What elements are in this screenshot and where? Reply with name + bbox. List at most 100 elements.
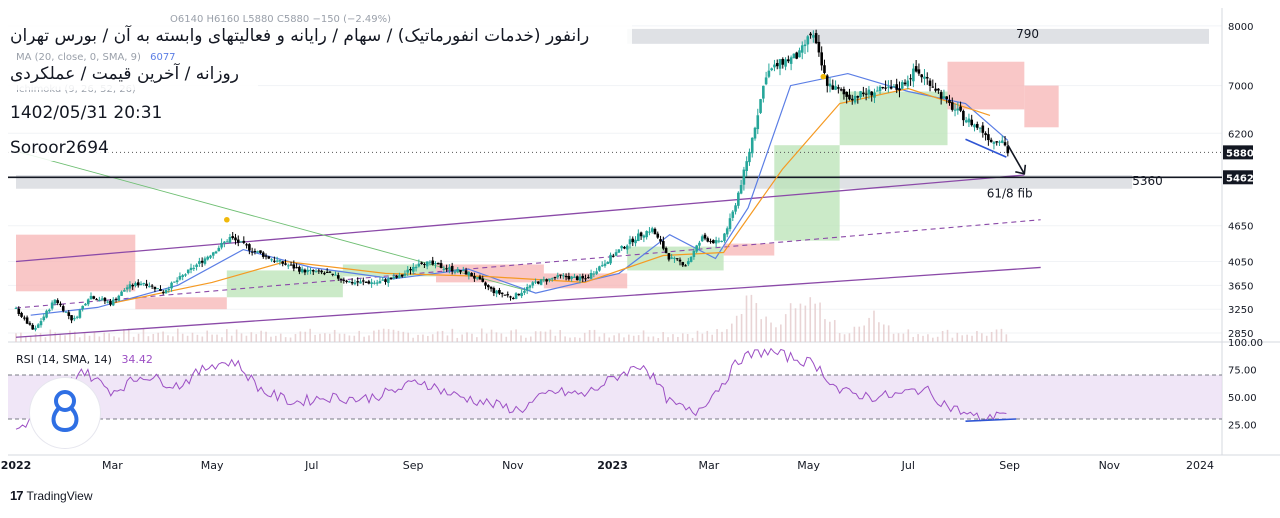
volume-bar	[711, 334, 713, 342]
volume-bar	[887, 325, 890, 342]
candle-body	[981, 125, 985, 133]
volume-bar	[294, 334, 297, 342]
candle-body	[284, 263, 287, 265]
candle-body	[745, 161, 748, 171]
volume-bar	[770, 322, 772, 342]
volume-bar	[628, 334, 630, 342]
candle-body	[228, 237, 232, 243]
volume-bar	[833, 320, 836, 342]
candle-body	[345, 280, 348, 282]
candle-body	[242, 240, 246, 243]
candle-body	[659, 239, 662, 242]
candle-body	[620, 245, 623, 249]
chart-subtitle: روزانه / آخرین قیمت / عملکردی	[10, 64, 239, 84]
volume-bar	[515, 329, 517, 342]
candle-body	[570, 276, 573, 279]
volume-bar	[574, 337, 576, 342]
volume-bar	[216, 334, 218, 342]
candle-body	[742, 169, 746, 185]
volume-bar	[54, 332, 57, 342]
candle-body	[248, 244, 251, 251]
volume-bars	[15, 294, 1008, 342]
candle-body	[250, 251, 254, 253]
candle-body	[962, 110, 965, 121]
target-arrow-head	[1015, 164, 1027, 175]
candle-body	[200, 260, 204, 263]
volume-bar	[981, 333, 983, 342]
candle-body	[181, 275, 184, 277]
time-tick-label: Jul	[901, 459, 915, 472]
tradingview-logo-icon: 17	[10, 488, 24, 503]
candle-body	[839, 89, 843, 91]
candle-body	[875, 90, 879, 92]
volume-bar	[618, 333, 620, 342]
volume-bar	[441, 330, 444, 342]
volume-bar	[598, 336, 601, 342]
candle-body	[789, 57, 793, 64]
candle-body	[139, 283, 143, 286]
candle-body	[159, 288, 162, 291]
candle-body	[973, 124, 976, 128]
candle-body	[406, 269, 410, 273]
candle-body	[286, 265, 290, 267]
candle-body	[945, 96, 949, 99]
candle-body	[464, 270, 468, 275]
time-tick-label: 2023	[597, 459, 628, 472]
marked-price-badge-bg	[1223, 170, 1253, 185]
volume-bar	[647, 336, 650, 342]
candle-body	[475, 277, 479, 279]
candle-body	[609, 254, 612, 264]
volume-bar	[15, 333, 17, 342]
candle-body	[311, 270, 315, 272]
candle-body	[273, 260, 276, 262]
volume-bar	[534, 331, 537, 342]
candle-body	[925, 77, 929, 79]
candle-body	[109, 300, 112, 305]
volume-bar	[98, 336, 101, 342]
candle-body	[892, 86, 896, 88]
candle-body	[25, 317, 29, 324]
volume-bar	[843, 334, 846, 342]
price-tick-label: 3250	[1228, 305, 1253, 316]
candle-body	[859, 91, 862, 98]
candle-body	[734, 205, 737, 212]
volume-bar	[559, 330, 562, 342]
volume-bar	[127, 328, 130, 342]
candle-body	[520, 292, 523, 297]
candle-body	[61, 306, 65, 311]
rsi-band	[8, 375, 1222, 419]
time-tick-label: Nov	[1099, 459, 1121, 472]
candle-body	[578, 276, 582, 281]
datetime-backdrop	[8, 101, 168, 129]
moving-average-line	[112, 87, 991, 304]
tradingview-logo[interactable]: 17 TradingView	[10, 488, 93, 503]
volume-bar	[436, 331, 439, 342]
candle-body	[528, 285, 532, 288]
volume-bar	[819, 302, 821, 342]
candle-body	[517, 294, 521, 296]
candle-body	[14, 308, 18, 310]
candle-body	[539, 279, 543, 285]
candle-body	[548, 278, 551, 281]
volume-bar	[726, 329, 728, 342]
volume-bar	[672, 334, 674, 342]
volume-bar	[990, 331, 993, 342]
candle-body	[106, 301, 109, 303]
volume-bar	[765, 316, 767, 342]
candle-body	[259, 250, 262, 253]
rsi-tick-label: 25.00	[1228, 421, 1257, 432]
candle-body	[984, 133, 987, 136]
candle-body	[206, 256, 209, 260]
candle-body	[573, 276, 576, 278]
candle-body	[634, 239, 637, 244]
candle-body	[486, 285, 490, 288]
candle-body	[731, 211, 735, 218]
volume-bar	[456, 337, 459, 342]
legend-ohlc: O6140 H6160 L5880 C5880 −150 (−2.49%)	[170, 14, 392, 25]
volume-bar	[662, 332, 664, 342]
volume-bar	[353, 335, 356, 342]
yellow-marker-dot	[224, 216, 230, 223]
volume-bar	[863, 325, 865, 342]
volume-bar	[206, 330, 209, 342]
